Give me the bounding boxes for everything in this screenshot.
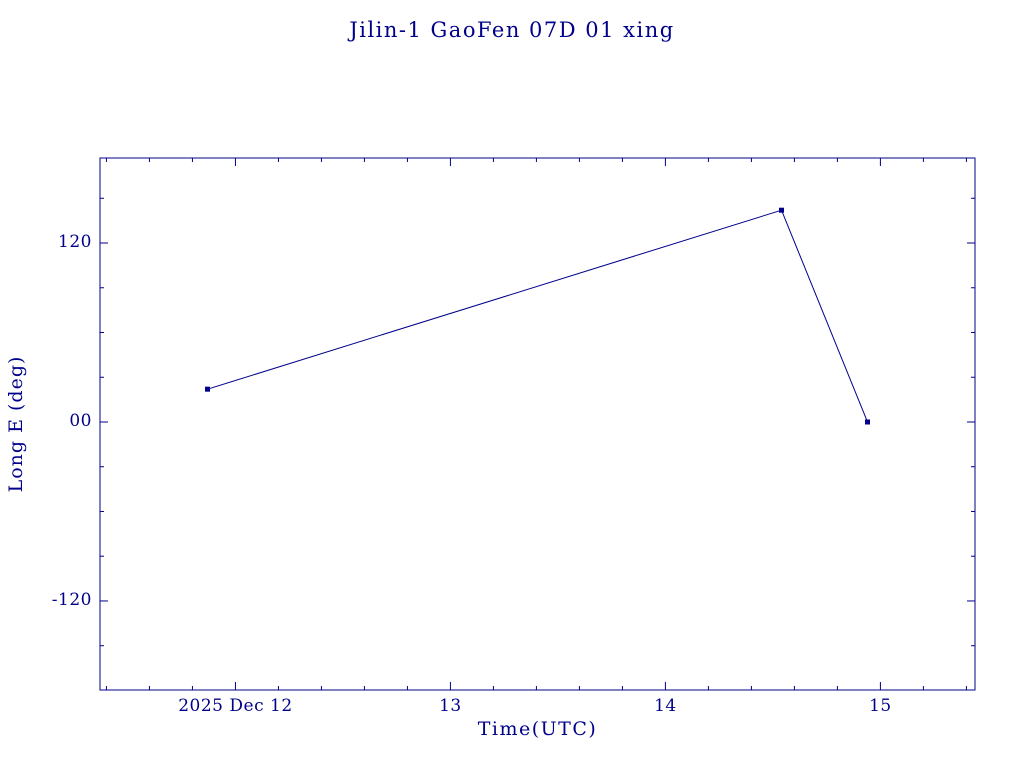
data-point-marker — [204, 386, 210, 392]
y-tick-label: -120 — [51, 589, 92, 610]
x-axis-label: Time(UTC) — [477, 718, 598, 740]
y-tick-label: 00 — [69, 410, 92, 431]
x-tick-label: 14 — [654, 696, 677, 716]
data-line — [207, 209, 868, 423]
data-point-marker — [779, 207, 785, 213]
x-tick-label: 15 — [869, 696, 892, 716]
plot-frame — [99, 157, 976, 691]
y-tick-label: 120 — [58, 232, 92, 252]
x-tick-label: 2025 Dec 12 — [178, 696, 293, 716]
x-tick-label: 13 — [439, 696, 462, 716]
data-point-marker — [865, 419, 871, 425]
chart-title: Jilin-1 GaoFen 07D 01 xing — [349, 18, 675, 42]
